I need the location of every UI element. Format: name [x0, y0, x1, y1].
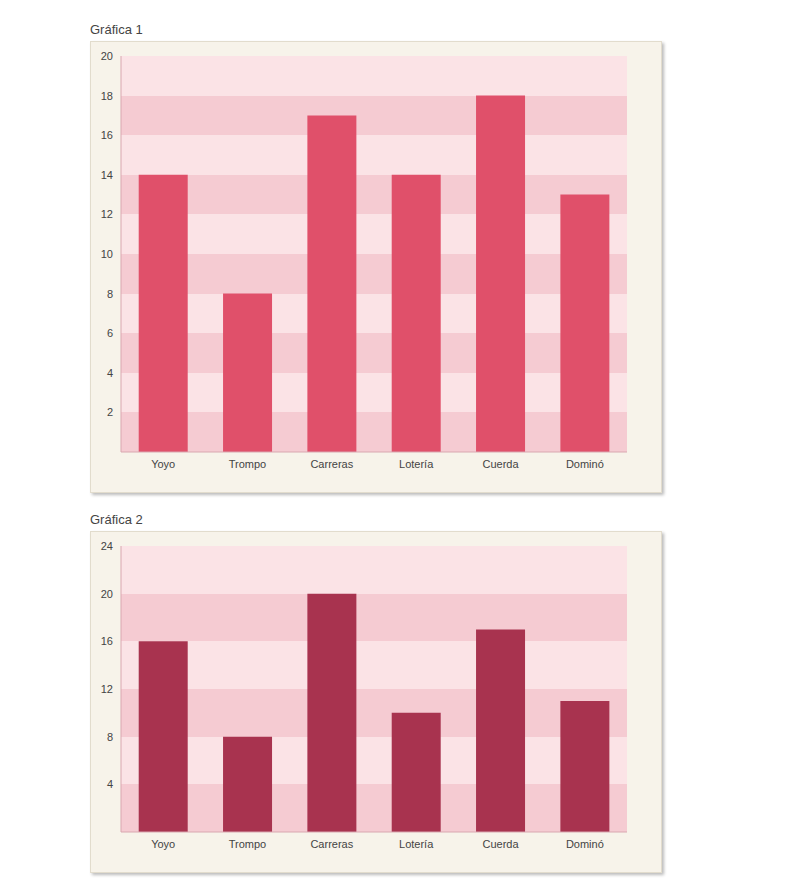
svg-text:14: 14: [101, 169, 113, 181]
html-text:Gráfica 2: Gráfica 2: [90, 512, 143, 527]
svg-text:Trompo: Trompo: [229, 458, 267, 470]
svg-text:Yoyo: Yoyo: [151, 458, 175, 470]
html-text:Gráfica 1: Gráfica 1: [90, 22, 143, 37]
svg-text:Carreras: Carreras: [310, 838, 353, 850]
svg-text:12: 12: [101, 208, 113, 220]
svg-text:Trompo: Trompo: [229, 838, 267, 850]
svg-text:20: 20: [101, 50, 113, 62]
svg-text:24: 24: [101, 540, 113, 552]
svg-text:2: 2: [107, 406, 113, 418]
svg-text:8: 8: [107, 731, 113, 743]
svg-text:20: 20: [101, 588, 113, 600]
svg-text:Lotería: Lotería: [399, 838, 434, 850]
svg-text:16: 16: [101, 635, 113, 647]
svg-text:Lotería: Lotería: [399, 458, 434, 470]
svg-text:4: 4: [107, 778, 113, 790]
svg-text:10: 10: [101, 248, 113, 260]
svg-text:Cuerda: Cuerda: [482, 838, 519, 850]
svg-text:Dominó: Dominó: [566, 838, 604, 850]
svg-text:6: 6: [107, 327, 113, 339]
svg-text:Yoyo: Yoyo: [151, 838, 175, 850]
svg-text:4: 4: [107, 367, 113, 379]
svg-text:Dominó: Dominó: [566, 458, 604, 470]
svg-text:Cuerda: Cuerda: [482, 458, 519, 470]
svg-text:16: 16: [101, 129, 113, 141]
svg-text:12: 12: [101, 683, 113, 695]
svg-text:Carreras: Carreras: [310, 458, 353, 470]
svg-text:8: 8: [107, 288, 113, 300]
svg-text:18: 18: [101, 90, 113, 102]
